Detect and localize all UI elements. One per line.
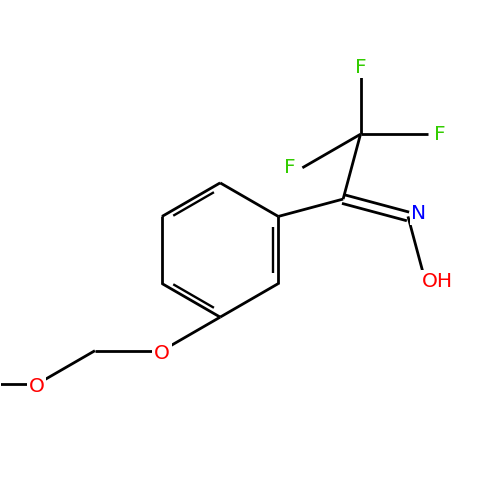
Text: OH: OH [422,272,454,291]
Text: F: F [354,58,366,76]
Text: O: O [154,344,170,362]
Text: F: F [434,124,446,144]
Text: F: F [284,158,296,178]
Text: O: O [29,377,44,396]
Text: N: N [412,204,426,224]
